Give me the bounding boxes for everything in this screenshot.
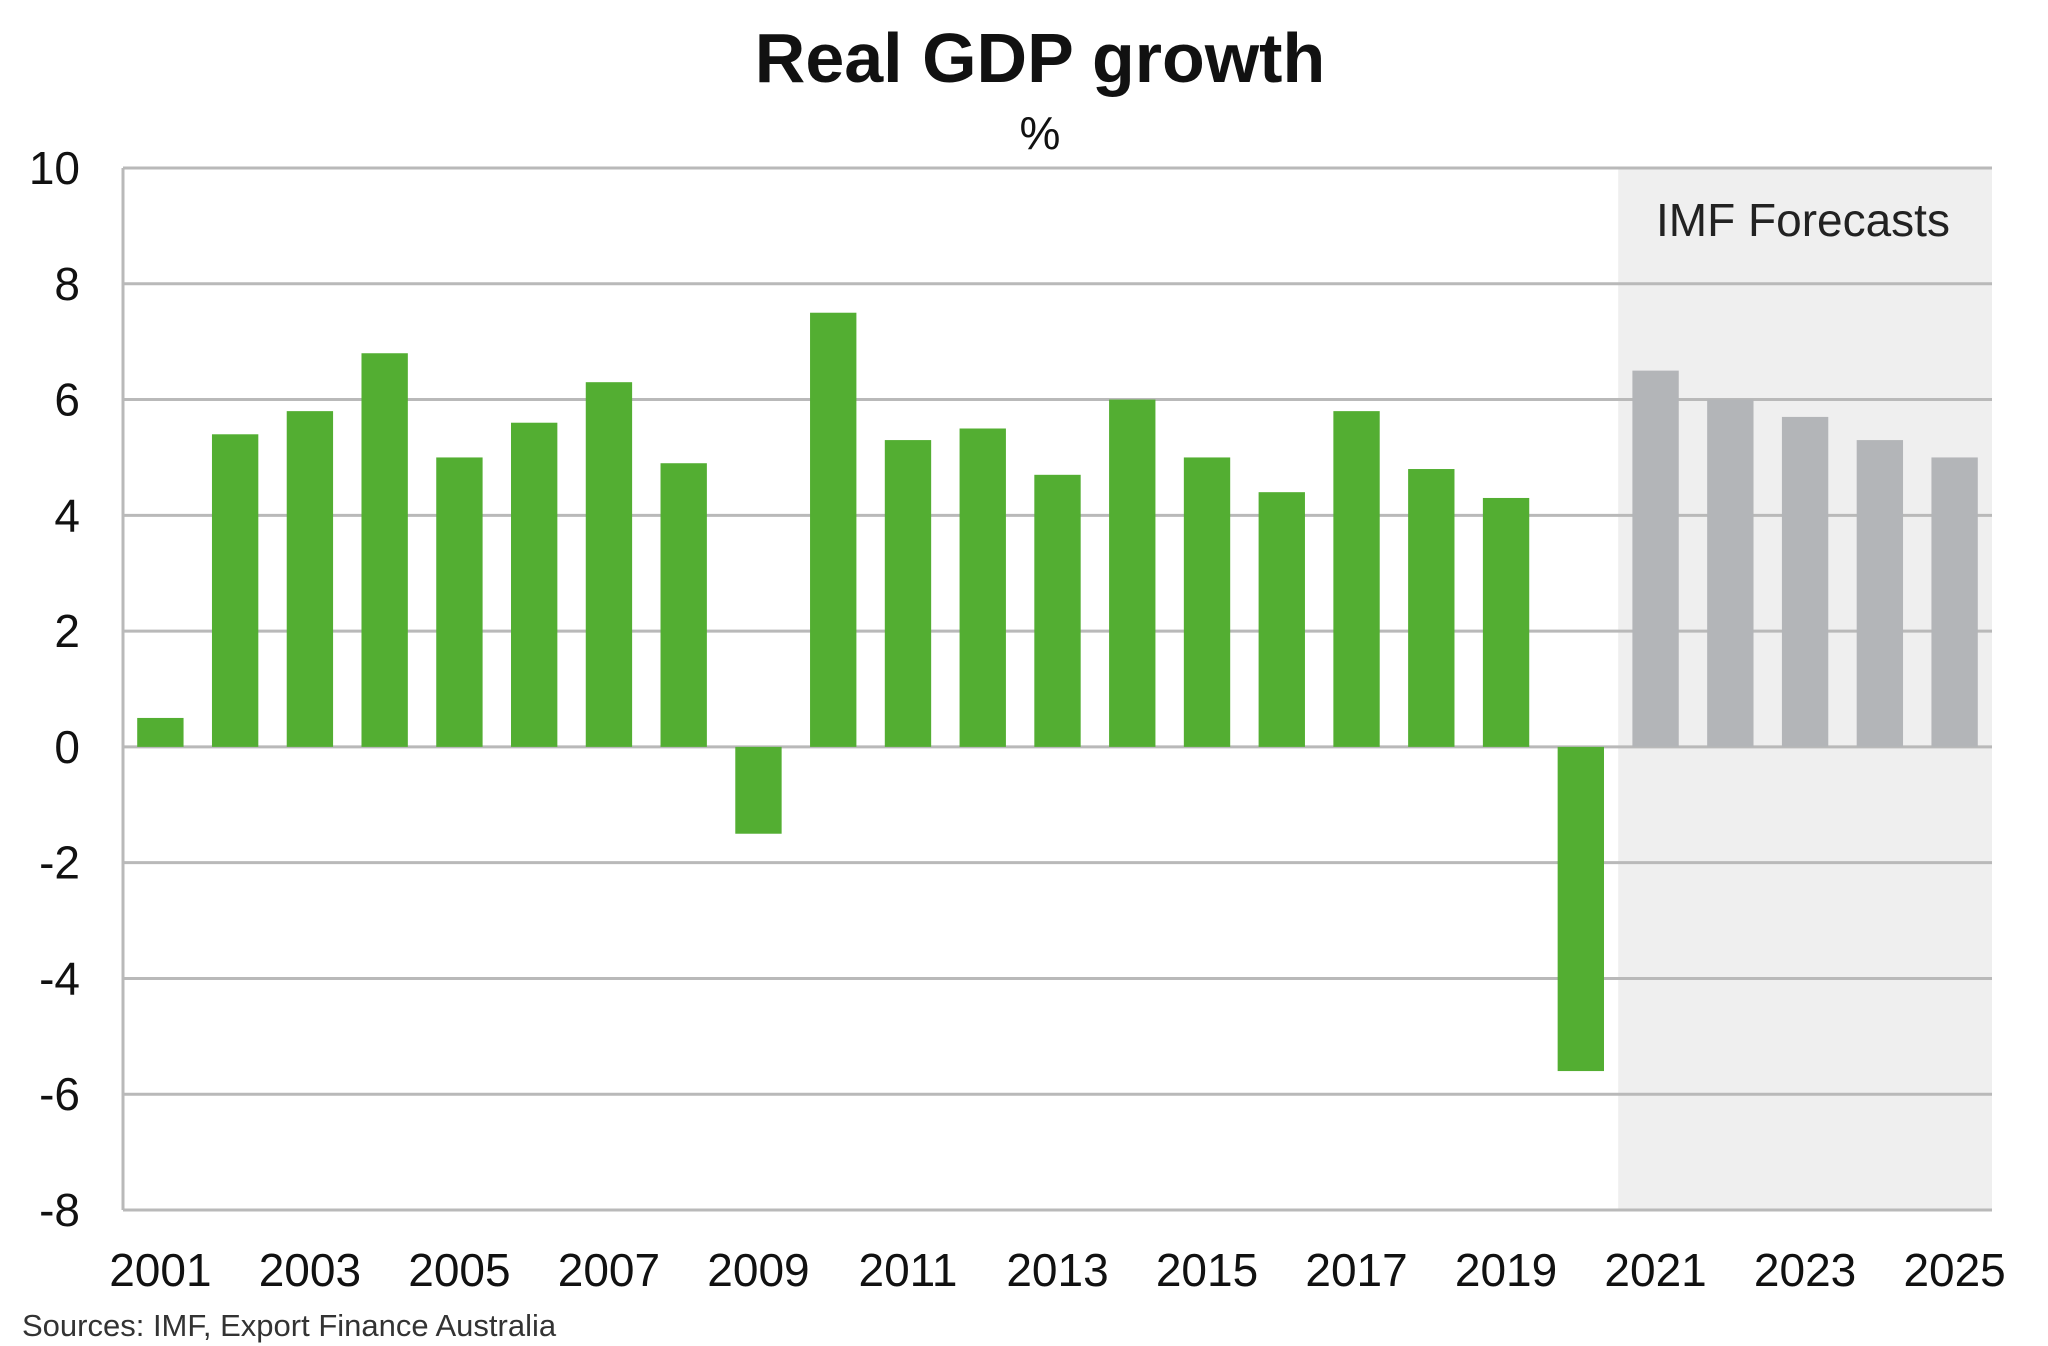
- bar-2013-series-0: [1034, 474, 1081, 747]
- bar-2009-series-0: [735, 746, 782, 834]
- x-tick-label: 2017: [1305, 1244, 1407, 1296]
- bar-2015-series-0: [1183, 457, 1231, 747]
- y-tick-label: -4: [39, 952, 80, 1004]
- y-tick-label: 2: [54, 605, 80, 657]
- bar-2020-series-0: [1557, 746, 1604, 1072]
- y-tick-label: -8: [39, 1184, 80, 1236]
- x-tick-label: 2003: [259, 1244, 361, 1296]
- bar-2011-series-0: [884, 440, 932, 747]
- y-tick-label: -6: [39, 1068, 80, 1120]
- x-tick-label: 2005: [408, 1244, 510, 1296]
- x-tick-label: 2025: [1903, 1244, 2005, 1296]
- x-tick-label: 2013: [1006, 1244, 1108, 1296]
- bar-2017-series-0: [1333, 411, 1380, 747]
- y-tick-label: 6: [54, 374, 80, 426]
- y-tick-label: 10: [29, 142, 80, 194]
- x-tick-label: 2001: [109, 1244, 211, 1296]
- bar-2006-series-0: [511, 422, 558, 747]
- bar-2024-series-1: [1856, 440, 1904, 747]
- bar-2012-series-0: [959, 428, 1006, 747]
- bar-2016-series-0: [1258, 492, 1305, 747]
- forecast-label: IMF Forecasts: [1656, 194, 1950, 246]
- bar-2014-series-0: [1109, 399, 1156, 747]
- bar-2018-series-0: [1408, 469, 1455, 747]
- x-tick-label: 2007: [558, 1244, 660, 1296]
- bar-2002-series-0: [211, 434, 259, 747]
- chart-subtitle: %: [1020, 107, 1061, 159]
- x-tick-label: 2015: [1156, 1244, 1258, 1296]
- x-tick-label: 2011: [859, 1244, 958, 1296]
- y-tick-label: 8: [54, 258, 80, 310]
- x-tick-label: 2019: [1455, 1244, 1557, 1296]
- chart-title: Real GDP growth: [755, 19, 1325, 97]
- bar-2008-series-0: [660, 463, 707, 747]
- bar-2019-series-0: [1482, 497, 1530, 747]
- bar-2010-series-0: [810, 312, 857, 747]
- x-tick-label: 2021: [1604, 1244, 1706, 1296]
- bar-2022-series-1: [1707, 399, 1754, 747]
- y-tick-label: 0: [54, 721, 80, 773]
- bar-2025-series-1: [1931, 457, 1978, 747]
- bar-2003-series-0: [286, 411, 334, 747]
- bar-2001-series-0: [137, 717, 184, 747]
- source-note: Sources: IMF, Export Finance Australia: [22, 1308, 557, 1343]
- y-tick-label: 4: [54, 489, 80, 541]
- bar-2004-series-0: [361, 353, 408, 747]
- bar-2007-series-0: [585, 382, 633, 747]
- y-tick-label: -2: [39, 837, 80, 889]
- x-tick-label: 2009: [707, 1244, 809, 1296]
- x-tick-label: 2023: [1754, 1244, 1856, 1296]
- bar-2021-series-1: [1632, 370, 1679, 747]
- bar-2005-series-0: [436, 457, 483, 747]
- bar-2023-series-1: [1781, 416, 1829, 747]
